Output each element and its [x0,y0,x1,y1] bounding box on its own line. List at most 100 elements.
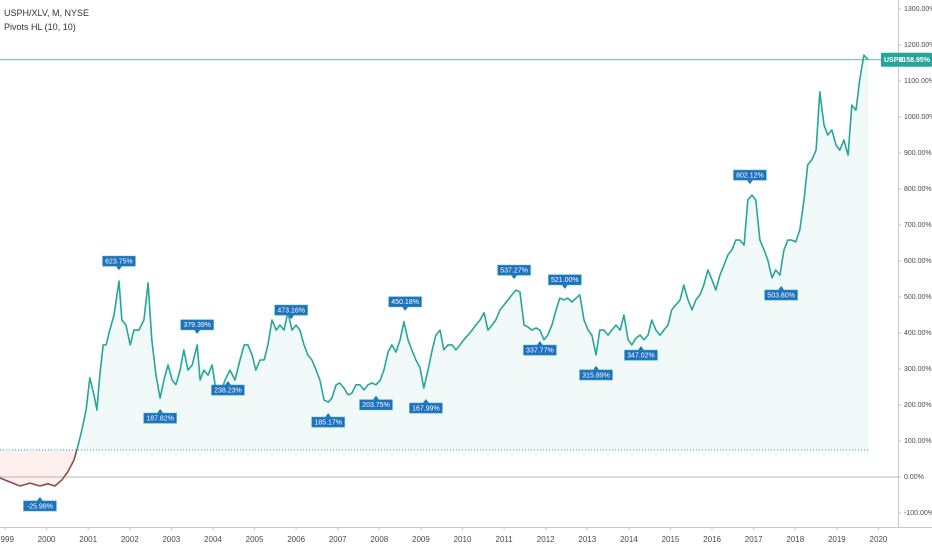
x-tick-label: 2005 [246,535,264,544]
pivot-pointer [511,275,518,280]
indicator-label: Pivots HL (10, 10) [4,22,76,32]
y-tick-label: -100.00% [904,510,932,517]
pivot-pointer [224,381,231,386]
pivot-pointer [422,399,429,404]
pivot-box [624,349,658,361]
pivot-box [311,416,345,428]
pivot-label: 238.23% [211,381,245,396]
x-tick-label: 2006 [287,535,305,544]
pivot-text: 185.17% [314,419,342,426]
pivot-box [180,319,214,331]
x-tick-label: 2014 [620,535,638,544]
pivot-text: 450.18% [391,299,419,306]
x-tick-label: 2004 [204,535,222,544]
pivot-label: 623.75% [102,255,136,271]
pivot-text: 238.23% [214,387,242,394]
pivot-label: 347.02% [624,346,658,361]
x-tick-label: 2016 [703,535,721,544]
y-tick-label: 500.00% [904,294,932,301]
pivot-pointer [373,395,380,400]
pivot-text: 347.02% [627,352,655,359]
pivot-pointer [593,365,600,370]
pivot-text: 187.82% [146,415,174,422]
x-tick-label: 2011 [496,535,514,544]
pivot-text: -25.98% [27,503,53,510]
pivot-pointer [288,315,295,320]
y-tick-label: 1200.00% [904,42,932,49]
pivot-label: 802.12% [733,169,767,185]
y-tick-label: 100.00% [904,438,932,445]
pivot-label: 337.77% [523,341,557,356]
x-tick-label: 2007 [329,535,347,544]
pivot-box [523,344,557,356]
pivot-box [102,255,136,267]
pivot-text: 521.00% [551,277,579,284]
pivot-label: -25.98% [23,496,57,512]
pivot-text: 537.27% [500,267,528,274]
x-tick-label: 2017 [745,535,763,544]
pivot-label: 187.82% [143,409,177,424]
area-fill [0,55,869,486]
x-tick-label: 2009 [412,535,430,544]
pivot-box [211,384,245,396]
y-tick-label: 800.00% [904,186,932,193]
pivot-box [764,289,798,301]
pivot-pointer [637,346,644,351]
y-tick-label: 700.00% [904,222,932,229]
pivot-label: 537.27% [497,264,531,280]
pivot-label: 315.89% [579,365,613,381]
pivot-label: 379.39% [180,319,214,334]
pivot-text: 623.75% [105,258,133,265]
pivot-text: 379.39% [183,322,211,329]
x-tick-label: 2001 [79,535,97,544]
pivot-text: 203.75% [362,402,390,409]
pivot-text: 337.77% [526,347,554,354]
pivot-pointer [115,266,122,271]
pivot-box [409,402,443,414]
x-tick-label: 2020 [870,535,888,544]
pivot-box [359,399,393,411]
pivot-box [274,304,308,316]
pivot-box [497,264,531,276]
pivot-label: 521.00% [548,274,582,289]
chart-title: USPH/XLV, M, NYSE [4,8,89,18]
x-tick-label: 2012 [537,535,555,544]
pivot-label: 473.16% [274,304,308,320]
pivot-box [548,274,582,286]
pivot-label: 167.99% [409,399,443,414]
pivot-box [388,296,422,308]
price-tag-value: 1158.95% [899,57,931,64]
pivot-box [23,500,57,512]
x-tick-label: 2010 [454,535,472,544]
pivot-pointer [536,341,543,346]
pivot-text: 802.12% [736,172,764,179]
x-tick-label: 1999 [0,535,14,544]
pivot-text: 315.89% [582,372,610,379]
price-line [0,54,869,487]
price-tag-box [881,52,932,67]
x-tick-label: 2015 [662,535,680,544]
pivot-box [733,169,767,181]
pivot-pointer [778,286,785,291]
x-tick-label: 2018 [786,535,804,544]
y-tick-label: 1300.00% [904,6,932,13]
pivot-label: 503.80% [764,286,798,301]
y-tick-label: 400.00% [904,330,932,337]
x-tick-label: 2002 [121,535,139,544]
x-tick-label: 2003 [162,535,180,544]
x-tick-label: 2013 [578,535,596,544]
pivot-text: 167.99% [412,405,440,412]
y-tick-label: 0.00% [904,474,924,481]
x-tick-label: 2008 [370,535,388,544]
y-tick-label: 1100.00% [904,78,932,85]
price-tag-name: USPH [884,57,903,64]
pivot-box [579,369,613,381]
pivot-label: 203.75% [359,395,393,411]
pivot-label: 185.17% [311,413,345,428]
pivot-label: 450.18% [388,296,422,311]
pivot-pointer [561,284,568,289]
pivot-pointer [402,306,409,311]
x-tick-label: 2000 [38,535,56,544]
